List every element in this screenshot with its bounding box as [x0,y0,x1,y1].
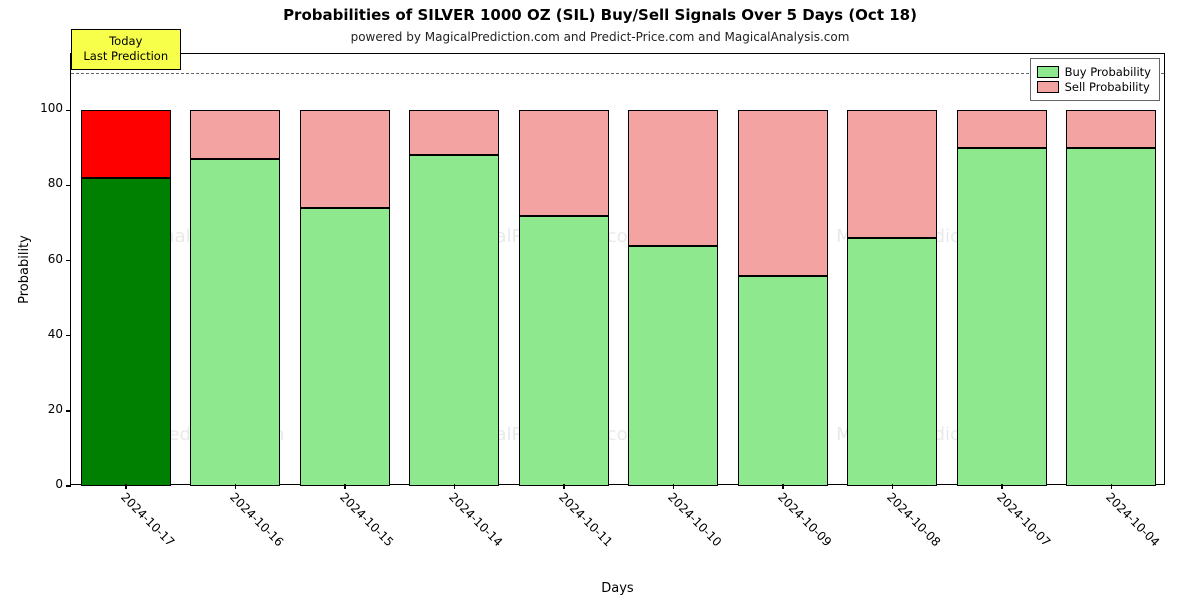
y-tick-label: 0 [55,477,71,491]
sell-bar [190,110,280,159]
sell-bar [738,110,828,275]
x-tick-mark [1111,484,1113,489]
legend-label: Sell Probability [1065,80,1150,94]
x-tick-mark [235,484,237,489]
x-tick-label: 2024-10-04 [1103,490,1162,549]
x-tick-label: 2024-10-09 [775,490,834,549]
y-tick-label: 20 [48,402,71,416]
sell-bar [81,110,171,178]
chart-title: Probabilities of SILVER 1000 OZ (SIL) Bu… [0,6,1200,24]
sell-bar [409,110,499,155]
x-tick-label: 2024-10-14 [446,490,505,549]
today-line1: Today [78,34,174,50]
x-tick-mark [1001,484,1003,489]
buy-bar [519,216,609,486]
today-annotation: TodayLast Prediction [71,29,181,70]
y-axis-label: Probability [16,53,32,485]
buy-bar [847,238,937,486]
x-tick-mark [563,484,565,489]
y-tick-label: 60 [48,252,71,266]
chart-container: Probabilities of SILVER 1000 OZ (SIL) Bu… [0,0,1200,600]
y-tick-mark [66,410,71,412]
y-tick-label: 80 [48,176,71,190]
x-tick-mark [454,484,456,489]
x-tick-label: 2024-10-07 [994,490,1053,549]
buy-bar [738,276,828,486]
buy-bar [300,208,390,486]
sell-bar [1066,110,1156,148]
x-axis-label: Days [70,581,1165,596]
buy-bar [628,246,718,486]
legend-label: Buy Probability [1065,65,1151,79]
y-tick-label: 40 [48,327,71,341]
buy-bar [190,159,280,486]
legend-item: Buy Probability [1037,65,1151,79]
buy-bar [957,148,1047,486]
buy-bar [1066,148,1156,486]
legend-swatch [1037,66,1059,78]
x-tick-label: 2024-10-17 [118,490,177,549]
y-tick-mark [66,110,71,112]
x-tick-mark [782,484,784,489]
buy-bar [81,178,171,486]
x-tick-label: 2024-10-15 [337,490,396,549]
x-tick-mark [125,484,127,489]
x-tick-mark [344,484,346,489]
sell-bar [519,110,609,215]
buy-bar [409,155,499,486]
legend-swatch [1037,81,1059,93]
x-tick-label: 2024-10-11 [556,490,615,549]
x-tick-label: 2024-10-16 [227,490,286,549]
legend: Buy ProbabilitySell Probability [1030,58,1160,101]
plot-area: MagicalAnalysis.comMagicalPrediction.com… [70,53,1165,485]
legend-item: Sell Probability [1037,80,1151,94]
y-tick-mark [66,185,71,187]
x-tick-label: 2024-10-08 [884,490,943,549]
sell-bar [300,110,390,208]
sell-bar [628,110,718,245]
today-line2: Last Prediction [78,49,174,65]
sell-bar [847,110,937,238]
y-tick-label: 100 [40,101,71,115]
reference-line [71,73,1164,74]
x-tick-label: 2024-10-10 [665,490,724,549]
y-tick-mark [66,335,71,337]
y-tick-mark [66,485,71,487]
x-tick-mark [892,484,894,489]
sell-bar [957,110,1047,148]
x-tick-mark [673,484,675,489]
y-tick-mark [66,260,71,262]
